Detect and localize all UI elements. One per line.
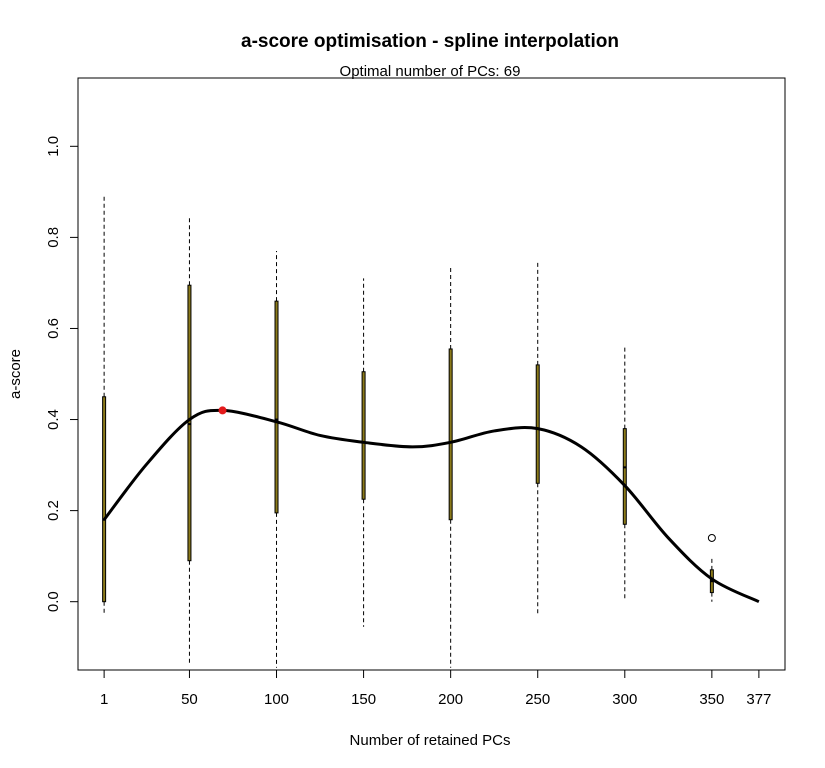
outlier-point — [707, 533, 716, 542]
y-tick-label: 0.6 — [45, 318, 62, 339]
x-tick-label: 50 — [181, 691, 198, 708]
y-axis: 0.0 0.2 0.4 0.6 0.8 1.0 — [45, 136, 79, 612]
plot-frame — [77, 77, 786, 671]
box — [535, 364, 540, 484]
x-tick-label: 200 — [438, 691, 463, 708]
box — [622, 428, 627, 525]
box — [102, 396, 107, 603]
y-axis-label: a-score — [7, 349, 24, 399]
chart-subtitle: Optimal number of PCs: 69 — [340, 63, 521, 80]
x-tick-label: 300 — [612, 691, 637, 708]
x-tick-label: 250 — [525, 691, 550, 708]
boxplot-group — [102, 196, 716, 668]
spline-line — [102, 408, 760, 604]
spline-group — [102, 406, 760, 604]
chart-title: a-score optimisation - spline interpolat… — [241, 31, 619, 52]
box — [361, 371, 366, 500]
x-axis-label: Number of retained PCs — [350, 732, 511, 749]
y-tick-label: 0.2 — [45, 500, 62, 521]
y-tick-label: 1.0 — [45, 136, 62, 157]
x-tick-label: 150 — [351, 691, 376, 708]
x-tick-label: 1 — [100, 691, 108, 708]
x-tick-label: 100 — [264, 691, 289, 708]
box — [274, 300, 279, 514]
y-tick-label: 0.0 — [45, 591, 62, 612]
y-tick-label: 0.8 — [45, 227, 62, 248]
x-tick-label: 350 — [699, 691, 724, 708]
x-axis: 1 50 100 150 200 250 300 350 377 — [100, 669, 771, 708]
x-tick-label: 377 — [746, 691, 771, 708]
box — [187, 284, 192, 562]
optimum-point — [218, 406, 227, 415]
box — [448, 348, 453, 521]
y-tick-label: 0.4 — [45, 409, 62, 430]
